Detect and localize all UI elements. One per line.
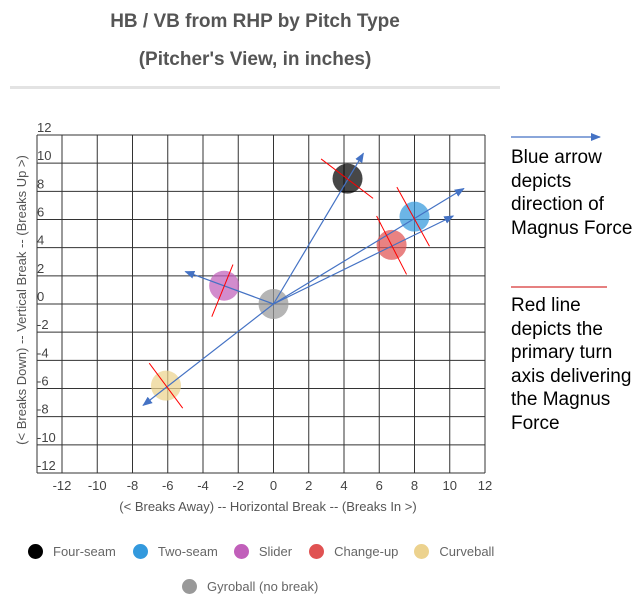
legend-label: Two-seam: [157, 544, 218, 559]
y-tick-label: -10: [37, 430, 56, 445]
x-tick-label: 12: [478, 478, 492, 493]
y-tick-label: -2: [37, 317, 49, 332]
y-tick-label: 0: [37, 289, 44, 304]
chart-subtitle: (Pitcher's View, in inches): [138, 49, 372, 70]
title-divider: [10, 86, 500, 89]
legend-dot-icon: [309, 544, 325, 559]
legend-item[interactable]: Four-seam: [28, 544, 116, 559]
y-tick-label: -12: [37, 458, 56, 473]
y-tick-label: 4: [37, 233, 44, 248]
x-tick-label: 8: [411, 478, 418, 493]
legend-item[interactable]: Curveball: [414, 544, 494, 559]
legend-dot-icon: [414, 544, 430, 559]
legend-label: Gyroball (no break): [207, 579, 319, 594]
magnus-arrow: [273, 215, 455, 305]
y-tick-label: 8: [37, 176, 44, 191]
x-tick-label: 10: [443, 478, 457, 493]
x-tick-label: -4: [197, 478, 209, 493]
x-tick-label: 6: [376, 478, 383, 493]
spin-axis-line: [320, 158, 374, 199]
y-tick-label: -6: [37, 374, 49, 389]
line-note: Red line depicts the primary turn axis d…: [511, 295, 632, 434]
chart-title: HB / VB from RHP by Pitch Type: [110, 11, 400, 32]
legend-item[interactable]: Slider: [233, 544, 293, 559]
legend-label: Change-up: [334, 544, 399, 559]
y-tick-label: -4: [37, 345, 49, 360]
x-tick-label: -12: [53, 478, 72, 493]
x-tick-label: 2: [305, 478, 312, 493]
x-tick-label: 4: [340, 478, 347, 493]
legend-dot-icon: [233, 544, 249, 559]
legend-label: Slider: [258, 544, 293, 559]
y-tick-label: 6: [37, 205, 44, 220]
legend-label: Four-seam: [53, 544, 116, 559]
magnus-arrow: [184, 270, 274, 305]
legend-dot-icon: [182, 579, 197, 594]
legend-dot-icon: [132, 544, 148, 559]
magnus-arrow: [272, 152, 364, 305]
legend-dot-icon: [28, 544, 43, 559]
spin-axis-line: [148, 362, 184, 409]
x-tick-label: -6: [162, 478, 174, 493]
y-tick-label: 12: [37, 120, 51, 135]
x-tick-label: -2: [232, 478, 244, 493]
magnus-arrow: [142, 303, 274, 407]
legend-item[interactable]: Two-seam: [132, 544, 218, 559]
legend-label: Curveball: [439, 544, 495, 559]
x-tick-label: -10: [88, 478, 107, 493]
point-two-seam: [399, 201, 430, 232]
y-tick-label: 2: [37, 261, 44, 276]
magnus-arrow: [273, 187, 465, 305]
x-tick-label: -8: [127, 478, 139, 493]
arrow-note: Blue arrow depicts direction of Magnus F…: [511, 147, 633, 239]
spin-axis-line: [376, 215, 408, 275]
y-tick-label: 10: [37, 148, 51, 163]
x-tick-label: 0: [270, 478, 277, 493]
spin-axis-line: [211, 264, 234, 317]
spin-axis-line: [396, 186, 430, 247]
x-axis-label: (< Breaks Away) -- Horizontal Break -- (…: [119, 499, 416, 514]
y-tick-label: -8: [37, 402, 49, 417]
y-axis-label: (< Breaks Down) -- Vertical Break -- (Br…: [14, 155, 29, 445]
legend-item[interactable]: Change-up: [309, 544, 398, 559]
legend-item[interactable]: Gyroball (no break): [182, 579, 318, 594]
